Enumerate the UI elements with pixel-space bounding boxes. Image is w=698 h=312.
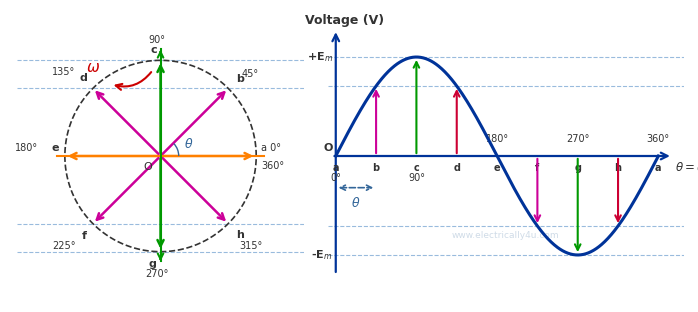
Text: $\theta=\omega t$: $\theta=\omega t$: [675, 161, 698, 174]
Text: a: a: [332, 163, 339, 173]
Text: f: f: [535, 163, 540, 173]
Text: b: b: [373, 163, 380, 173]
Text: 270°: 270°: [566, 134, 589, 144]
Text: e: e: [52, 143, 59, 153]
Text: d: d: [453, 163, 460, 173]
Text: Voltage (V): Voltage (V): [306, 14, 385, 27]
Text: 360°: 360°: [261, 161, 284, 171]
Text: h: h: [614, 163, 621, 173]
Text: 360°: 360°: [647, 134, 670, 144]
Text: 135°: 135°: [52, 67, 75, 77]
Text: 45°: 45°: [242, 69, 259, 79]
Text: g: g: [149, 259, 157, 269]
Text: +E$_m$: +E$_m$: [306, 50, 333, 64]
Text: c: c: [150, 45, 157, 55]
Text: 270°: 270°: [145, 269, 168, 279]
Text: a 0°: a 0°: [261, 143, 281, 153]
Text: O: O: [144, 163, 152, 173]
Text: $\theta$: $\theta$: [184, 137, 194, 151]
Text: d: d: [80, 73, 87, 83]
Text: $\omega$: $\omega$: [86, 60, 100, 75]
Text: h: h: [236, 230, 244, 240]
Text: -E$_m$: -E$_m$: [311, 248, 333, 262]
Text: 225°: 225°: [52, 241, 75, 251]
Text: f: f: [82, 231, 87, 241]
Text: 0°: 0°: [330, 173, 341, 183]
Text: e: e: [493, 163, 500, 173]
Text: 315°: 315°: [239, 241, 263, 251]
Text: a: a: [655, 163, 662, 173]
Text: 90°: 90°: [408, 173, 425, 183]
Text: 90°: 90°: [148, 35, 165, 45]
Text: 180°: 180°: [15, 143, 38, 153]
Text: $\theta$: $\theta$: [351, 196, 361, 210]
Text: b: b: [236, 74, 244, 84]
Text: g: g: [574, 163, 581, 173]
Text: O: O: [323, 143, 333, 153]
Text: 180°: 180°: [486, 134, 509, 144]
Text: www.electrically4u.com: www.electrically4u.com: [452, 231, 559, 240]
Text: c: c: [413, 163, 419, 173]
